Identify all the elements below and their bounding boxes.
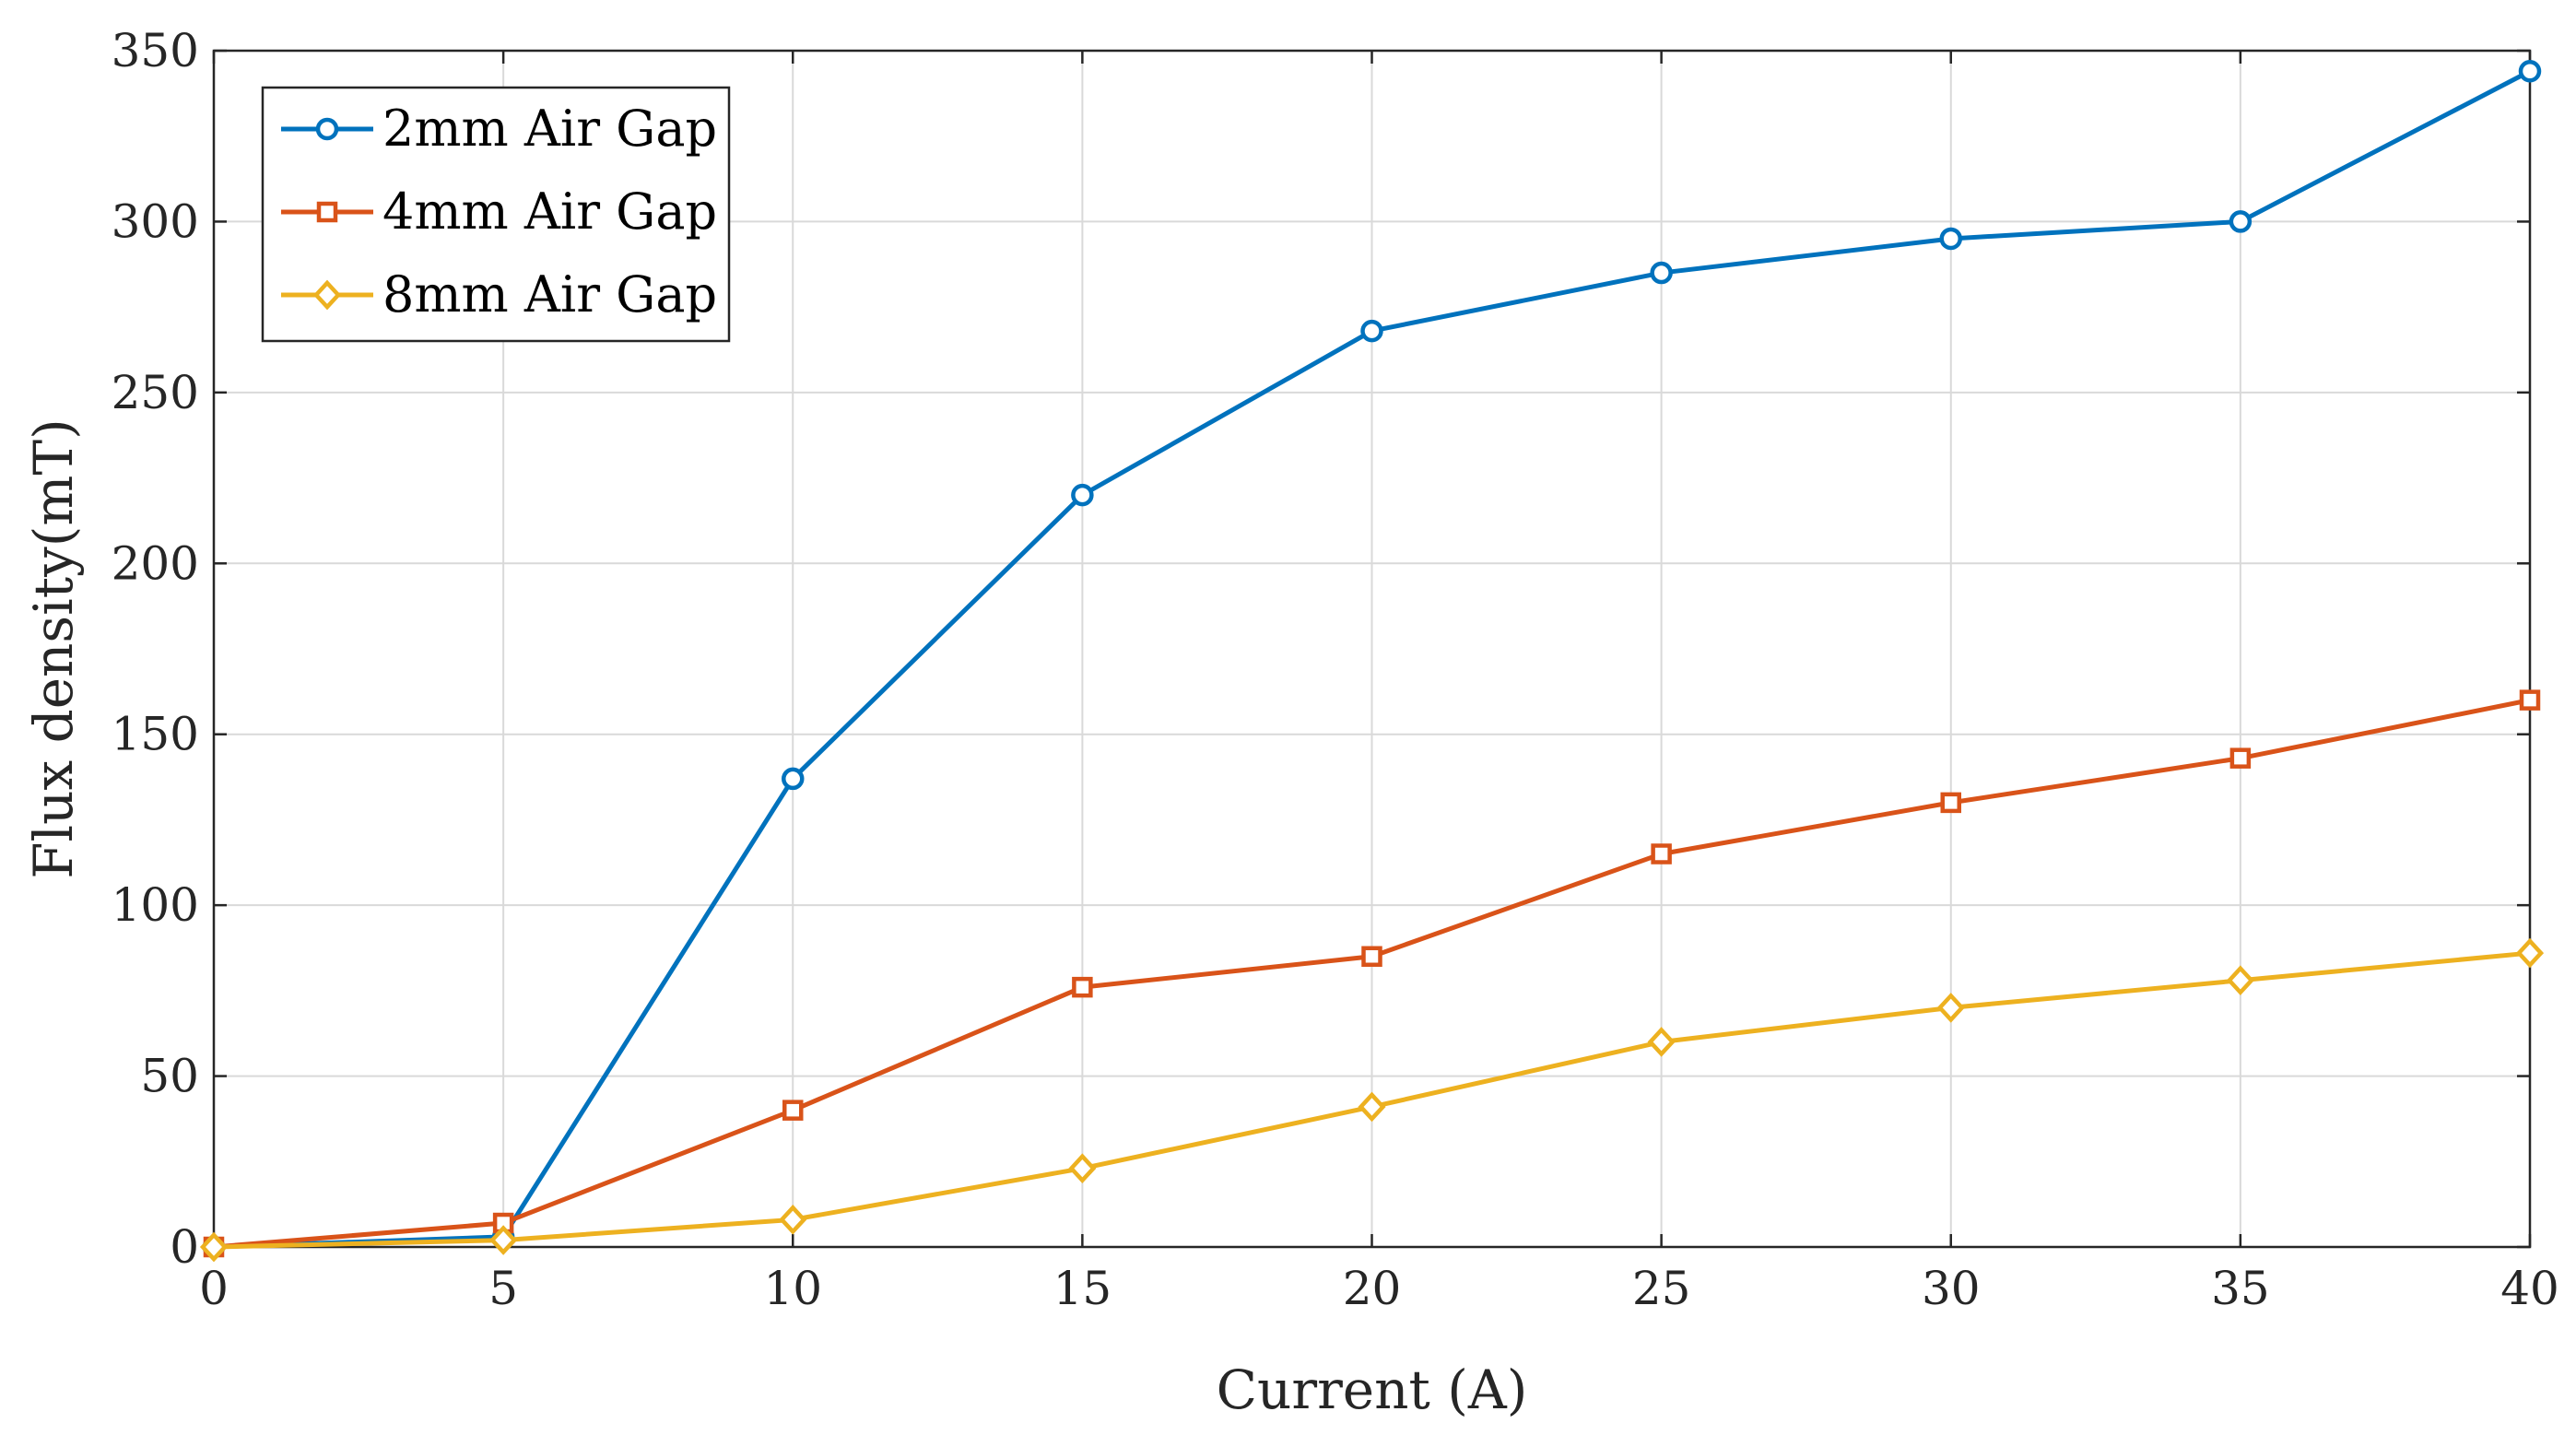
legend-marker: [312, 279, 342, 311]
legend-item: 8mm Air Gap: [281, 265, 717, 323]
x-tick-label: 15: [1053, 1262, 1112, 1315]
legend-label: 8mm Air Gap: [382, 265, 717, 323]
data-point: [2229, 210, 2253, 233]
data-point: [489, 1225, 518, 1255]
data-point: [1071, 483, 1094, 507]
data-point: [1358, 1091, 1386, 1123]
data-point: [779, 1205, 807, 1235]
series-layer: [199, 60, 2545, 1263]
data-point: [2518, 60, 2542, 83]
data-point: [782, 1100, 804, 1121]
series-8mm-air-gap: [199, 937, 2545, 1263]
legend-label: 2mm Air Gap: [382, 100, 717, 158]
x-tick-label: 20: [1343, 1262, 1402, 1315]
data-point: [2515, 937, 2545, 969]
data-point: [199, 1231, 229, 1263]
legend-label: 4mm Air Gap: [382, 182, 717, 241]
data-point: [1361, 946, 1382, 968]
series-4mm-air-gap: [203, 689, 2541, 1258]
data-point: [1068, 1153, 1097, 1184]
y-tick-label: 300: [112, 194, 199, 248]
data-point: [1651, 843, 1672, 865]
data-point: [2226, 965, 2254, 996]
grid: [214, 51, 2530, 1247]
x-tick-label: 25: [1632, 1262, 1691, 1315]
x-tick-label: 30: [1922, 1262, 1981, 1315]
x-tick-label: 0: [199, 1262, 229, 1315]
y-tick-label: 150: [112, 708, 199, 761]
axis-ticks: 0 5 10 15 20 25 30 35 40 0 50 100 150 200 250 300 350: [112, 24, 2559, 1315]
y-tick-label: 50: [140, 1050, 199, 1103]
x-tick-label: 5: [488, 1262, 518, 1315]
y-tick-label: 200: [112, 536, 199, 590]
data-point: [782, 767, 805, 791]
data-point: [1360, 319, 1383, 343]
data-point: [1940, 792, 1961, 814]
x-tick-label: 10: [763, 1262, 822, 1315]
legend-marker: [315, 117, 339, 141]
data-point: [1647, 1027, 1676, 1057]
y-axis-title: Flux density(mT): [22, 418, 85, 878]
data-point: [2229, 747, 2252, 769]
y-tick-label: 350: [112, 24, 199, 77]
data-point: [2519, 689, 2541, 711]
legend: 2mm Air Gap 4mm Air Gap 8mm Air Gap: [261, 86, 731, 343]
data-point: [1936, 993, 1965, 1023]
x-axis-title: Current (A): [1217, 1359, 1528, 1421]
y-tick-label: 0: [170, 1220, 199, 1274]
legend-item: 2mm Air Gap: [281, 100, 717, 158]
data-point: [1072, 976, 1093, 998]
legend-item: 4mm Air Gap: [281, 182, 717, 241]
data-point: [1650, 261, 1673, 285]
legend-marker: [316, 201, 338, 223]
y-tick-label: 250: [112, 366, 199, 419]
x-tick-label: 40: [2500, 1262, 2559, 1315]
x-tick-label: 35: [2211, 1262, 2270, 1315]
data-point: [1939, 227, 1962, 251]
y-tick-label: 100: [112, 878, 199, 932]
